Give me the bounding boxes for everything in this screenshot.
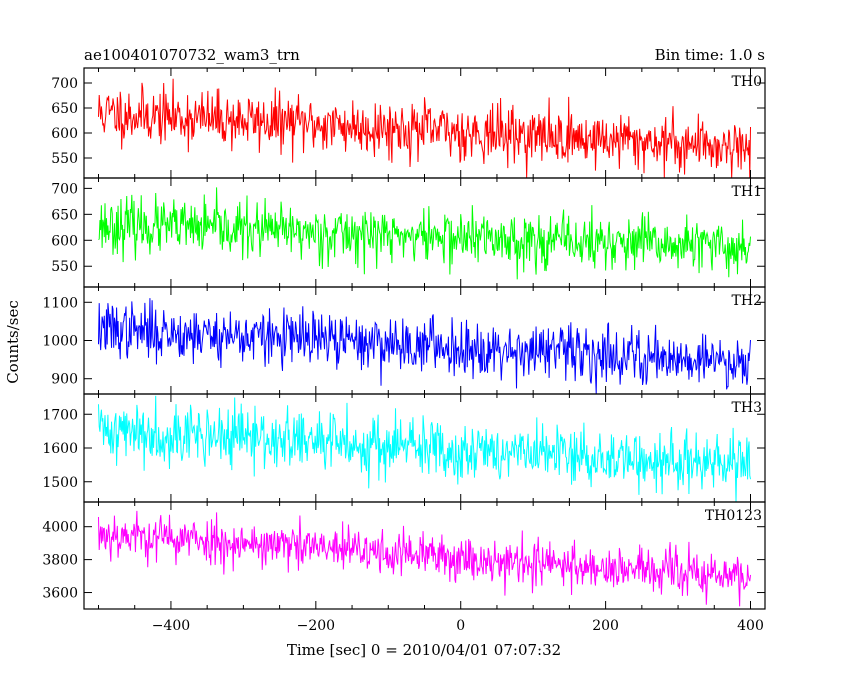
- y-tick-label: 1000: [42, 334, 78, 350]
- chart-title: ae100401070732_wam3_trn: [84, 46, 300, 64]
- y-tick-label: 4000: [42, 520, 78, 536]
- x-tick-label: 200: [592, 618, 619, 634]
- bin-time-label: Bin time: 1.0 s: [655, 46, 765, 64]
- x-tick-label: 400: [737, 618, 764, 634]
- series-th0123: [97, 510, 752, 607]
- panel-th2: 900 1000 1100 TH2: [42, 286, 766, 395]
- y-tick-label: 650: [51, 207, 78, 223]
- y-tick-label: 900: [51, 372, 78, 388]
- panel-th3: 1500 1600 1700 TH3: [42, 393, 766, 503]
- y-tick-label: 3800: [42, 553, 78, 569]
- x-axis-label: Time [sec] 0 = 2010/04/01 07:07:32: [287, 641, 561, 659]
- y-tick-label: 1100: [42, 295, 78, 311]
- panel-name-label: TH3: [732, 400, 762, 416]
- x-tick-label: −200: [297, 618, 335, 634]
- panels-group: 550 600 650 700 TH0 550 600 650 700 TH1 900 1000 110…: [42, 67, 766, 634]
- y-tick-label: 550: [51, 151, 78, 167]
- y-tick-label: 700: [51, 76, 78, 92]
- y-tick-label: 650: [51, 101, 78, 117]
- series-th2: [97, 298, 752, 395]
- panel-name-label: TH0: [732, 74, 762, 90]
- y-axis-label: Counts/sec: [4, 300, 22, 384]
- panel-name-label: TH1: [732, 184, 762, 200]
- panel-th1: 550 600 650 700 TH1: [51, 177, 766, 288]
- panel-name-label: TH2: [732, 293, 762, 309]
- panel-th0123: 3600 3800 4000 TH0123: [42, 501, 766, 610]
- x-tick-label: −400: [152, 618, 190, 634]
- y-tick-label: 1600: [42, 441, 78, 457]
- y-tick-label: 600: [51, 126, 78, 142]
- y-tick-label: 550: [51, 259, 78, 275]
- panel-th0: 550 600 650 700 TH0: [51, 67, 766, 179]
- series-th3: [97, 395, 752, 503]
- series-th0: [97, 78, 752, 179]
- y-tick-label: 3600: [42, 586, 78, 602]
- panel-frame: [83, 501, 766, 610]
- y-tick-label: 700: [51, 181, 78, 197]
- y-tick-label: 1500: [42, 475, 78, 491]
- x-tick-label: 0: [456, 618, 465, 634]
- y-tick-label: 1700: [42, 407, 78, 423]
- series-th1: [98, 187, 752, 280]
- panel-name-label: TH0123: [705, 508, 762, 524]
- y-tick-label: 600: [51, 233, 78, 249]
